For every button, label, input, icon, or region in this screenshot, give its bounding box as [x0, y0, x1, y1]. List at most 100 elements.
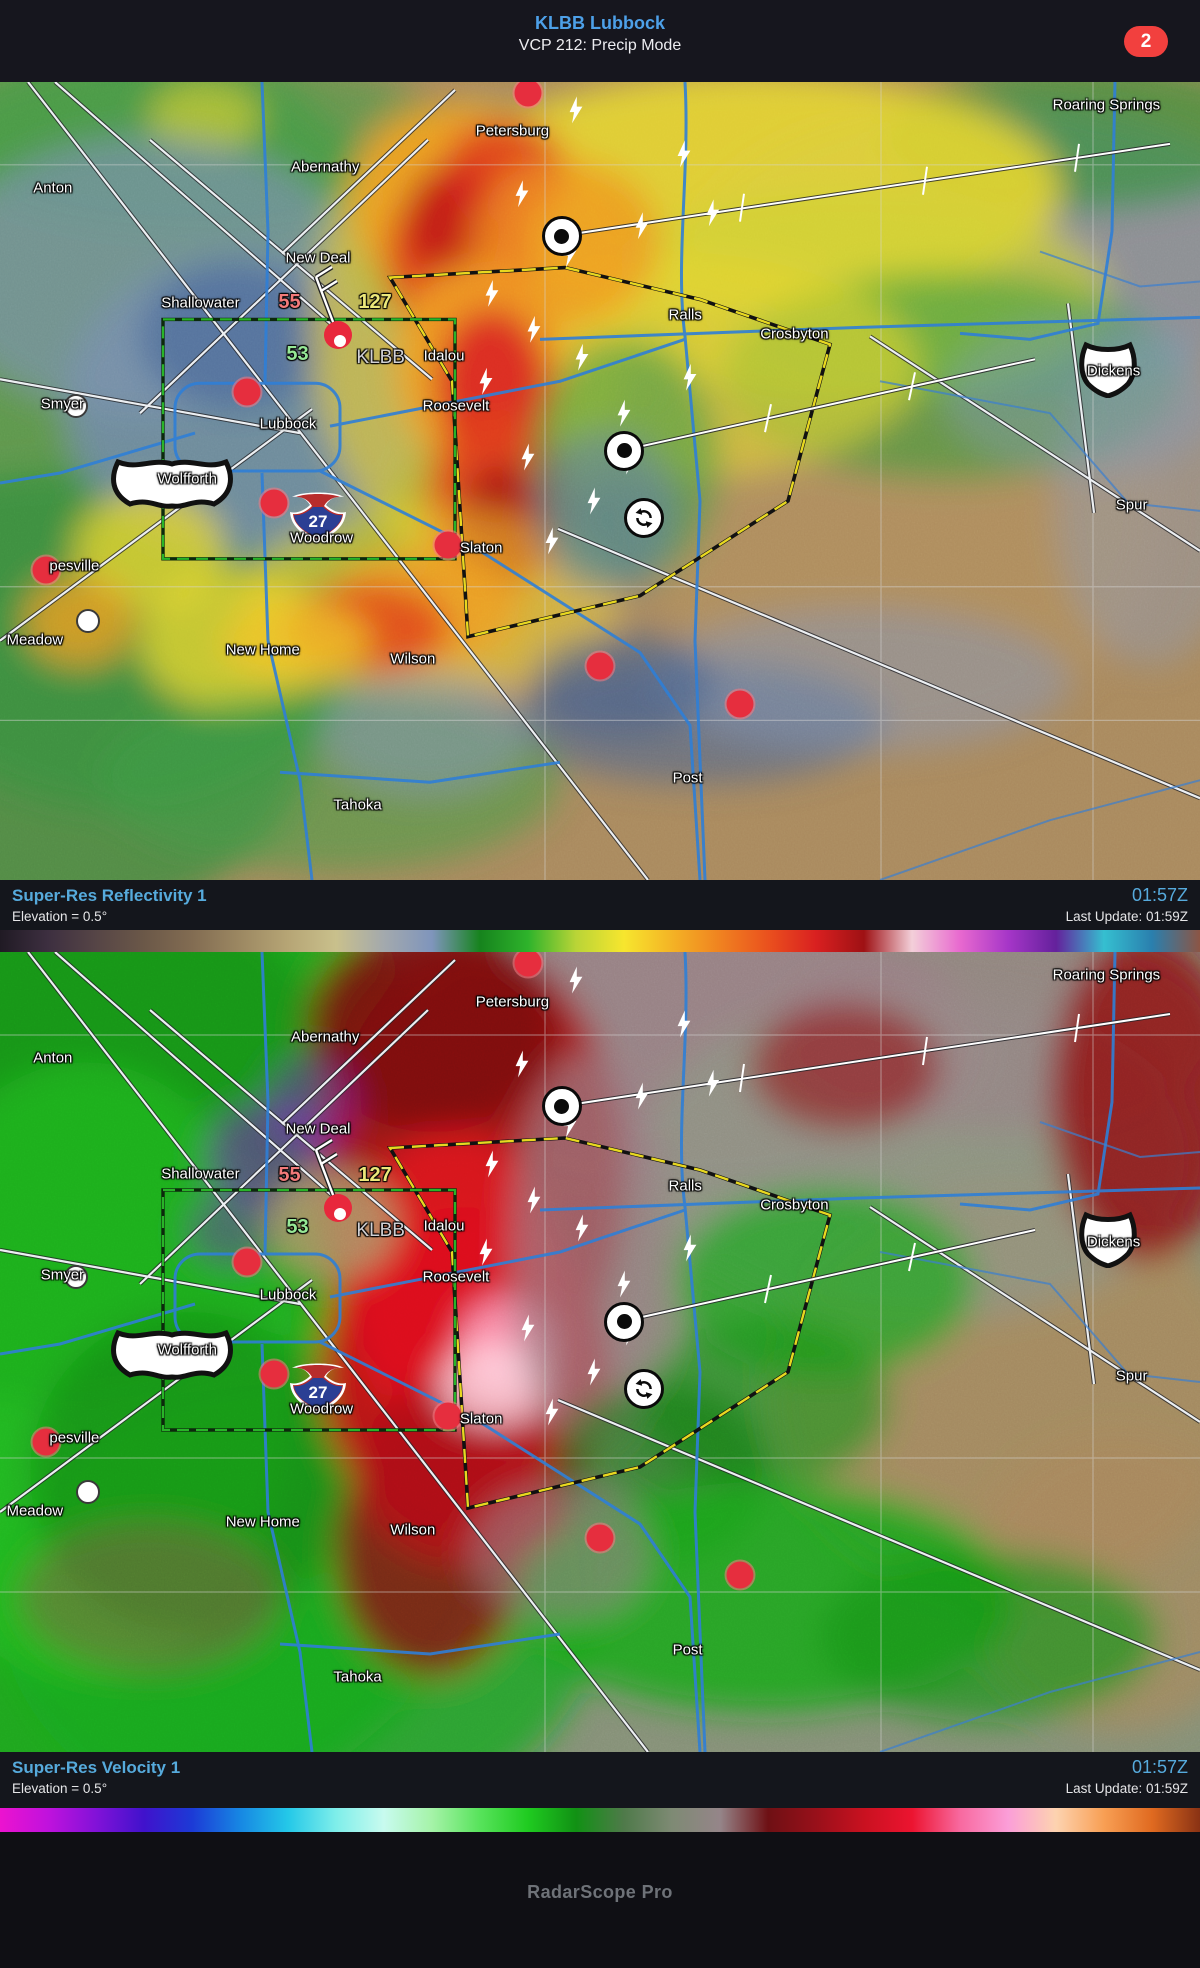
- map-overlay: [0, 82, 1200, 880]
- velocity-statusbar: Super-Res Velocity 1 Elevation = 0.5° 01…: [0, 1752, 1200, 1808]
- vcp-mode-subtitle: VCP 212: Precip Mode: [518, 37, 682, 54]
- station-center-dot: [334, 1208, 347, 1220]
- mesocyclone-icon[interactable]: [541, 1086, 582, 1127]
- city-label: Woodrow: [290, 1400, 354, 1418]
- city-label: Petersburg: [475, 122, 550, 140]
- velocity-map[interactable]: 27 Anton Abernathy Petersburg Roaring Sprin…: [0, 952, 1200, 1752]
- dewpoint-label: 53: [286, 342, 309, 365]
- mesocyclone-icon[interactable]: [624, 497, 665, 538]
- city-label: Idalou: [423, 347, 465, 365]
- city-label: New Home: [225, 1513, 300, 1531]
- town-dot: [75, 608, 100, 633]
- reflectivity-map[interactable]: 27 Anton Abernathy Petersburg Roaring Sprin…: [0, 82, 1200, 880]
- interstate-27-shield: 27: [287, 488, 349, 544]
- city-label: Roaring Springs: [1052, 966, 1161, 984]
- city-label: Spur: [1115, 496, 1148, 514]
- station-id-label: KLBB: [356, 346, 405, 368]
- town-dot: [63, 393, 88, 418]
- severe-warning-polygon: [386, 265, 833, 639]
- town-dot: [32, 1428, 60, 1456]
- rotation-icon: [635, 1378, 653, 1399]
- city-label: Woodrow: [290, 529, 354, 547]
- city-label: Meadow: [6, 631, 64, 649]
- town-dot: [514, 952, 542, 977]
- town-dot: [514, 82, 542, 107]
- highways: [0, 82, 1200, 880]
- county-lines: [0, 82, 1200, 880]
- town-dot: [726, 1561, 754, 1589]
- last-update-label: Last Update: 01:59Z: [1065, 1781, 1188, 1796]
- storm-icon-disc: [604, 1301, 644, 1342]
- storm-icon-disc: [604, 430, 644, 471]
- city-label: Dickens: [1086, 362, 1141, 380]
- pressure-label: 127: [358, 290, 392, 313]
- city-label: Petersburg: [475, 993, 550, 1011]
- city-label: Abernathy: [290, 158, 360, 176]
- reflectivity-colorbar[interactable]: [0, 930, 1200, 952]
- interstate-number: 27: [308, 512, 328, 532]
- reflectivity-panel: 27 Anton Abernathy Petersburg Roaring Sprin…: [0, 82, 1200, 952]
- city-label: Dickens: [1086, 1233, 1141, 1251]
- scan-time: 01:57Z: [1131, 1757, 1188, 1777]
- city-label: Slaton: [459, 1410, 503, 1428]
- town-dot: [434, 531, 462, 559]
- town-dot: [233, 1248, 261, 1276]
- velocity-colorbar[interactable]: [0, 1808, 1200, 1832]
- town-dot: [233, 378, 261, 406]
- station-id-label: KLBB: [356, 1220, 405, 1241]
- city-label: Shallowater: [161, 294, 240, 312]
- city-label: Tahoka: [333, 796, 382, 814]
- notification-badge[interactable]: 2: [1124, 26, 1168, 57]
- us-highway-shield-wolfforth: [110, 1327, 234, 1381]
- city-label: Roosevelt: [422, 397, 490, 415]
- city-label: Slaton: [459, 539, 503, 557]
- titlebar: KLBB Lubbock VCP 212: Precip Mode 2: [0, 0, 1200, 82]
- elevation-label: Elevation = 0.5°: [12, 1781, 108, 1796]
- city-label: Meadow: [6, 1502, 64, 1520]
- interstate-number: 27: [308, 1383, 328, 1403]
- town-dot: [586, 1524, 614, 1552]
- us-highway-shield-dickens: [1076, 338, 1140, 398]
- town-dot: [260, 1360, 288, 1388]
- storm-icon-disc: [624, 497, 665, 538]
- product-name[interactable]: Super-Res Reflectivity 1: [12, 886, 207, 905]
- city-label: pesville: [49, 1429, 100, 1447]
- rivers: [879, 250, 1200, 880]
- city-label: Smyer: [40, 395, 85, 413]
- us-highway-shield-wolfforth: [110, 456, 234, 510]
- city-label: Wolfforth: [157, 1341, 217, 1359]
- town-dot: [32, 556, 60, 584]
- app-brand-label: RadarScope Pro: [527, 1882, 673, 1902]
- product-name[interactable]: Super-Res Velocity 1: [12, 1758, 181, 1777]
- city-label: Ralls: [668, 1177, 702, 1195]
- city-label: Anton: [33, 1049, 73, 1067]
- mesocyclone-icon[interactable]: [624, 1368, 665, 1409]
- mesocyclone-icon[interactable]: [541, 216, 582, 256]
- station-center-dot: [334, 334, 347, 347]
- radar-station-title[interactable]: KLBB Lubbock: [535, 13, 665, 33]
- town-dot: [726, 690, 754, 718]
- city-label: Spur: [1115, 1367, 1148, 1385]
- dewpoint-label: 53: [286, 1216, 309, 1238]
- storm-icon-disc: [541, 216, 582, 256]
- velocity-panel: 27 Anton Abernathy Petersburg Roaring Sprin…: [0, 952, 1200, 1832]
- city-label: Ralls: [668, 306, 702, 324]
- storm-icon-disc: [624, 1368, 665, 1409]
- city-label: Post: [672, 769, 703, 787]
- city-label: New Home: [225, 641, 300, 659]
- mesocyclone-icon[interactable]: [604, 430, 644, 471]
- city-label: New Deal: [285, 249, 351, 267]
- town-dot: [434, 1402, 462, 1430]
- town-dot: [63, 1264, 88, 1289]
- scan-time: 01:57Z: [1131, 885, 1188, 905]
- city-label: Lubbock: [259, 415, 317, 433]
- town-dot: [586, 652, 614, 680]
- city-label: Idalou: [423, 1217, 465, 1235]
- town-dot: [260, 489, 288, 517]
- rotation-icon: [635, 507, 653, 528]
- us-highway-shield-dickens: [1076, 1208, 1140, 1269]
- interstate-27-shield: 27: [287, 1359, 349, 1415]
- city-label: Wilson: [390, 650, 436, 668]
- elevation-label: Elevation = 0.5°: [12, 909, 108, 924]
- mesocyclone-icon[interactable]: [604, 1301, 644, 1342]
